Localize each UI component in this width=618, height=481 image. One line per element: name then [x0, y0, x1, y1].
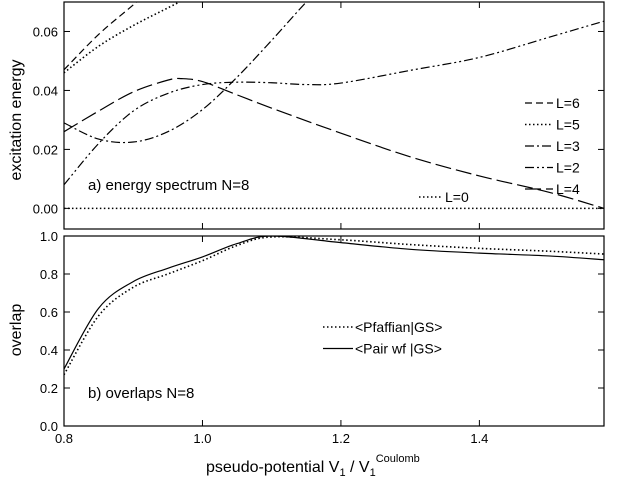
y-tick-label: 0.06	[33, 24, 58, 39]
series-line-l-6	[64, 2, 138, 71]
panel-a-ylabel: excitation energy	[8, 60, 25, 181]
plot-frame-b	[63, 235, 605, 427]
y-tick-label: 0.0	[40, 419, 58, 434]
panel-b-overlaps: 0.8 1.0 1.2 1.4 0.0 0.2 0.4 0.6 0.8 1.0 b) overla…	[8, 229, 605, 446]
legend-label: L=4	[556, 181, 580, 197]
panel-a-legend: L=6 L=5 L=3 L=2 L=4 L=0	[419, 95, 580, 205]
series-line-pair-wf-gs	[64, 236, 604, 370]
y-tick-label: 0.02	[33, 142, 58, 157]
series-line-l-5	[64, 2, 182, 74]
x-axis-label: pseudo-potential V1 / V1Coulomb	[206, 453, 420, 479]
y-tick-label: 0.04	[33, 83, 58, 98]
x-tick-label: 1.0	[193, 431, 211, 446]
legend-label: <Pair wf |GS>	[355, 341, 442, 357]
series-line-l-3	[64, 2, 308, 144]
series-line-l-2	[64, 20, 604, 186]
panel-a-energy-spectrum: 0.000.020.040.06 a) energy spectrum N=8 …	[8, 1, 605, 230]
series-line-pfaffian-gs	[64, 236, 604, 376]
legend-label: L=0	[445, 189, 469, 205]
y-tick-label: 0.8	[40, 267, 58, 282]
y-tick-label: 0.2	[40, 381, 58, 396]
plot-frame-a	[63, 1, 605, 230]
x-tick-label: 1.4	[470, 431, 488, 446]
y-tick-label: 0.6	[40, 305, 58, 320]
panel-b-legend: <Pfaffian|GS> <Pair wf |GS>	[323, 319, 442, 357]
y-tick-label: 1.0	[40, 229, 58, 244]
legend-label: L=2	[556, 160, 580, 176]
legend-label: <Pfaffian|GS>	[355, 319, 442, 335]
legend-label: L=6	[556, 95, 580, 111]
x-tick-label: 0.8	[55, 431, 73, 446]
legend-label: L=5	[556, 117, 580, 133]
panel-a-label: a) energy spectrum N=8	[88, 177, 249, 194]
panel-b-ylabel: overlap	[8, 304, 25, 357]
y-tick-label: 0.4	[40, 343, 58, 358]
legend-label: L=3	[556, 138, 580, 154]
y-tick-label: 0.00	[33, 201, 58, 216]
series-line-l-4	[64, 77, 604, 209]
panel-b-label: b) overlaps N=8	[88, 385, 194, 402]
x-tick-label: 1.2	[332, 431, 350, 446]
